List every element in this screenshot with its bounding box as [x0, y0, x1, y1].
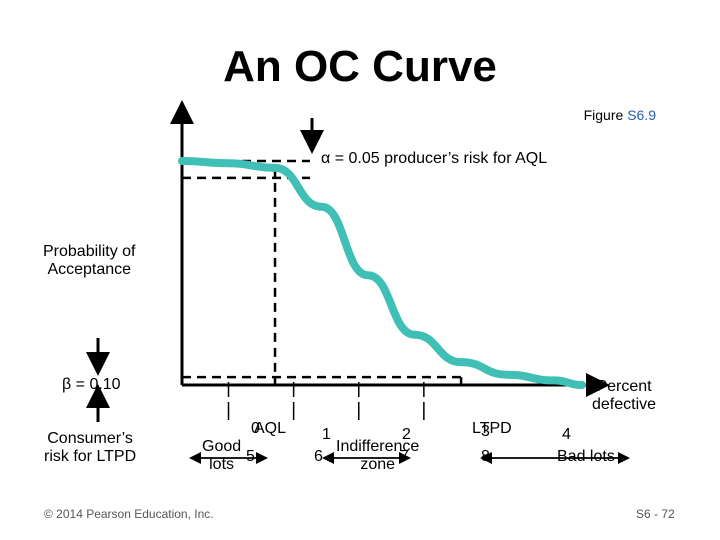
tick-label-5: 5 — [246, 448, 255, 465]
consumer-risk-line2: risk for LTPD — [44, 448, 137, 465]
consumer-risk-line1: Consumer’s — [47, 430, 133, 447]
y-axis-label-line2: Acceptance — [47, 261, 132, 278]
ltpd-label: LTPD — [472, 420, 512, 437]
indifference-line2: zone — [360, 456, 396, 473]
tick-label-2: 2 — [402, 426, 411, 443]
tick-label-1: 1 — [322, 426, 331, 443]
consumer-risk-label: Consumer’s risk for LTPD — [44, 430, 136, 466]
y-axis-label: Probability of Acceptance — [43, 243, 136, 279]
page-number: S6 - 72 — [636, 507, 675, 521]
tick-label-7: 7 — [400, 448, 409, 465]
x-axis-label: Percent defective — [592, 378, 656, 414]
x-ticks — [227, 382, 425, 420]
figure-ref-prefix: Figure — [583, 107, 624, 123]
good-lots-line1: Good — [202, 438, 242, 455]
tick-label-8: 8 — [481, 448, 490, 465]
good-lots-line2: lots — [209, 456, 235, 473]
slide-title: An OC Curve — [223, 42, 497, 91]
y-axis-label-line1: Probability of — [43, 243, 136, 260]
tick-label-3: 3 — [481, 423, 490, 440]
figure-ref-number: S6.9 — [627, 107, 656, 123]
indifference-zone-label: Indifference zone — [336, 438, 419, 474]
tick-label-6: 6 — [314, 448, 323, 465]
alpha-label: α = 0.05 producer’s risk for AQL — [321, 150, 548, 167]
indifference-line1: Indifference — [336, 438, 420, 455]
beta-label: β = 0.10 — [62, 376, 121, 393]
guide-lines — [182, 159, 463, 385]
oc-curve — [178, 157, 586, 389]
tick-label-0: 0 — [251, 420, 260, 437]
good-lots-label: Good lots — [202, 438, 241, 474]
bad-lots-label: Bad lots — [557, 448, 615, 465]
aql-label: AQL — [254, 420, 287, 437]
oc-curve-line — [178, 157, 586, 389]
x-axis-label-line1: Percent — [596, 378, 652, 395]
copyright: © 2014 Pearson Education, Inc. — [44, 507, 214, 521]
tick-label-4: 4 — [562, 426, 571, 443]
figure-reference: Figure S6.9 — [584, 107, 656, 123]
x-axis-label-line2: defective — [592, 396, 657, 413]
annotation-arrows — [86, 118, 630, 464]
